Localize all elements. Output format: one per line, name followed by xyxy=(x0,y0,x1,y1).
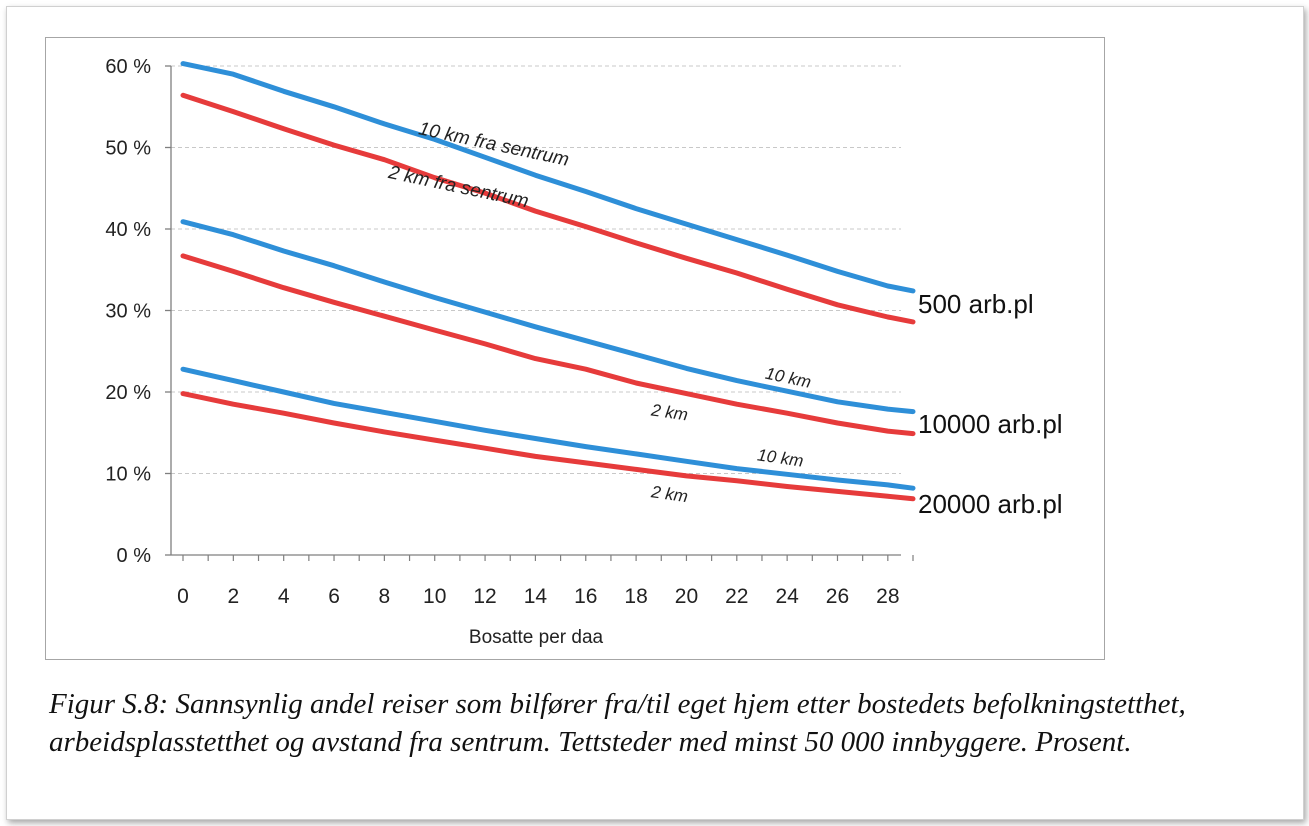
figure-caption: Figur S.8: Sannsynlig andel reiser som b… xyxy=(49,688,1186,758)
series-line-0 xyxy=(180,61,916,294)
series-line-2 xyxy=(180,219,916,415)
group-label: 500 arb.pl xyxy=(918,289,1034,319)
x-tick-label: 22 xyxy=(725,585,748,608)
x-tick-label: 2 xyxy=(228,585,240,608)
series-annotation: 2 km xyxy=(649,482,689,506)
series-annotation: 2 km fra sentrum xyxy=(386,162,531,212)
y-tick-label: 50 % xyxy=(105,138,151,160)
y-tick-label: 60 % xyxy=(105,56,151,78)
x-tick-label: 10 xyxy=(423,585,446,608)
figure-frame: 0 % 10 % 20 % 30 % 40 % 50 % 60 % 0 2 4 6 8 10 12 14 16… xyxy=(6,6,1304,820)
x-tick-label: 14 xyxy=(524,585,548,608)
x-tick-label: 28 xyxy=(876,585,899,608)
y-tick-label: 0 % xyxy=(117,545,152,567)
series-annotation: 2 km xyxy=(649,400,689,424)
x-tick-label: 8 xyxy=(379,585,391,608)
chart-area: 0 % 10 % 20 % 30 % 40 % 50 % 60 % 0 2 4 6 8 10 12 14 16… xyxy=(45,37,1105,660)
y-tick-label: 20 % xyxy=(105,382,151,404)
x-tick-label: 16 xyxy=(574,585,597,608)
series-annotation: 10 km xyxy=(756,445,804,470)
y-tick-label: 10 % xyxy=(105,464,151,486)
x-axis-title: Bosatte per daa xyxy=(469,627,604,648)
y-tick-label: 40 % xyxy=(105,219,151,241)
group-label: 20000 arb.pl xyxy=(918,489,1063,519)
x-tick-label: 4 xyxy=(278,585,290,608)
x-tick-label: 0 xyxy=(177,585,189,608)
x-tick-label: 12 xyxy=(473,585,496,608)
series-line-1 xyxy=(180,92,916,325)
x-tick-label: 18 xyxy=(624,585,647,608)
line-chart: 0 %10 %20 %30 %40 %50 %60 %0 2 4 6 8 10 12 14 16… xyxy=(105,56,1063,648)
x-tick-label: 6 xyxy=(328,585,340,608)
series-line-5 xyxy=(180,391,916,502)
x-tick-label: 26 xyxy=(826,585,849,608)
series-line-4 xyxy=(180,366,916,491)
x-tick-label: 20 xyxy=(675,585,698,608)
series-line-3 xyxy=(180,253,916,437)
x-tick-label: 24 xyxy=(775,585,799,608)
y-tick-label: 30 % xyxy=(105,301,151,323)
group-label: 10000 arb.pl xyxy=(918,409,1063,439)
